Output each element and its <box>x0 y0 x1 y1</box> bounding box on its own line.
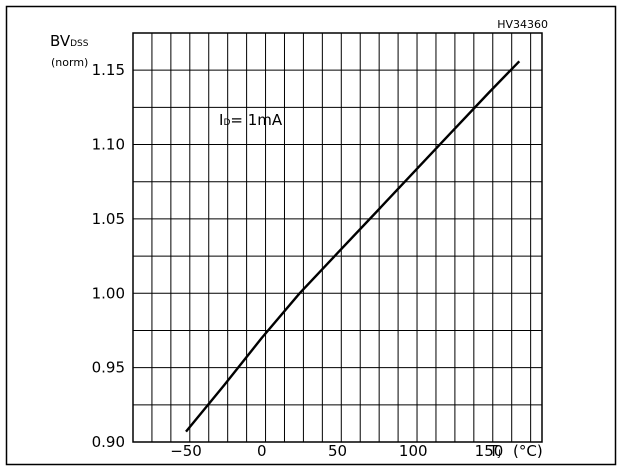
annotation-sub: D <box>223 118 230 128</box>
annotation-rest: = 1mA <box>230 111 282 129</box>
y-axis-unit: (norm) <box>51 56 88 69</box>
x-axis-unit: (°C) <box>513 442 543 460</box>
x-tick-label: −50 <box>170 442 202 460</box>
y-tick-label: 1.00 <box>92 284 125 302</box>
plot-frame <box>133 33 542 442</box>
y-axis-label-sub: DSS <box>70 39 89 49</box>
y-axis-label: BVDSS <box>50 32 89 50</box>
y-tick-label: 1.10 <box>92 136 125 154</box>
y-tick-label: 1.05 <box>92 210 125 228</box>
grid <box>133 33 542 442</box>
x-tick-label: 50 <box>328 442 347 460</box>
y-tick-label: 0.95 <box>92 359 125 377</box>
annotation-id: ID= 1mA <box>219 111 283 129</box>
y-tick-label: 0.90 <box>92 433 125 451</box>
chart-reference: HV34360 <box>497 18 548 31</box>
x-tick-label: 0 <box>257 442 267 460</box>
x-axis-label-sub: J <box>497 449 501 459</box>
y-axis-label-main: BV <box>50 32 71 50</box>
y-tick-label: 1.15 <box>92 61 125 79</box>
x-tick-label: 100 <box>399 442 428 460</box>
